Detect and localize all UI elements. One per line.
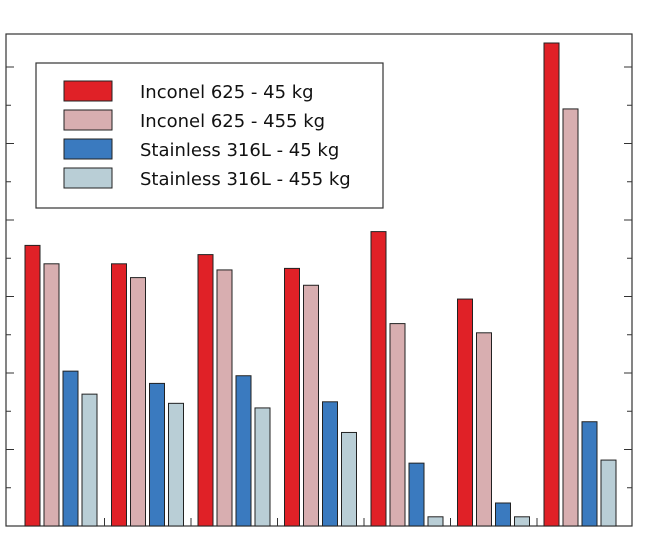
bar [284, 267, 300, 527]
legend: Inconel 625 - 45 kg Inconel 625 - 455 kg… [35, 62, 384, 209]
bar [370, 231, 387, 527]
axis-ticks [6, 66, 632, 526]
legend-label-inconel-45: Inconel 625 - 45 kg [140, 82, 314, 103]
bar [581, 421, 598, 527]
bar [24, 244, 41, 527]
bar [457, 298, 473, 527]
bar [168, 402, 184, 527]
bar [341, 431, 357, 527]
bars-group [24, 42, 617, 527]
legend-swatch-inconel-455 [63, 109, 113, 131]
legend-label-stainless-455: Stainless 316L - 455 kg [140, 169, 351, 190]
bar [81, 393, 98, 527]
legend-swatch-inconel-45 [63, 80, 113, 102]
bar [216, 269, 233, 527]
legend-swatch-stainless-455 [63, 167, 113, 189]
legend-label-stainless-45: Stainless 316L - 45 kg [140, 140, 339, 161]
bar [514, 516, 530, 527]
bar [600, 459, 617, 527]
legend-swatch-stainless-45 [63, 138, 113, 160]
bar [130, 277, 146, 527]
bar [254, 407, 271, 527]
bar [562, 108, 579, 527]
bar [408, 462, 425, 527]
bar [149, 382, 165, 527]
bar [427, 516, 444, 527]
bar [235, 375, 252, 527]
bar [495, 502, 511, 527]
bar [111, 263, 127, 527]
bar [62, 370, 79, 527]
bar [43, 263, 60, 527]
bar [303, 284, 319, 527]
bar [476, 332, 492, 527]
bar [322, 401, 338, 527]
legend-label-inconel-455: Inconel 625 - 455 kg [140, 111, 325, 132]
bar [543, 42, 560, 527]
bar [197, 254, 214, 527]
bar [389, 323, 406, 527]
